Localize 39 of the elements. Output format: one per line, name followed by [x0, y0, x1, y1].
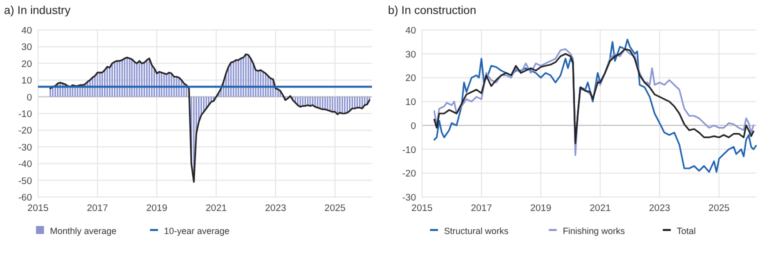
y-tick-label: 20: [405, 73, 416, 84]
x-tick-label: 2023: [265, 203, 286, 214]
legend-label: Finishing works: [562, 226, 626, 236]
chart-title: b) In construction: [388, 5, 476, 17]
x-tick-label: 2015: [411, 203, 433, 214]
y-tick-label: -20: [402, 168, 416, 180]
x-tick-label: 2017: [470, 203, 492, 214]
y-tick-label: -10: [402, 144, 416, 156]
y-tick-label: 0: [26, 92, 32, 104]
legend-label: Total: [676, 226, 696, 236]
y-tick-label: 40: [405, 26, 416, 36]
y-tick-label: -30: [402, 192, 416, 204]
y-tick-label: -40: [18, 159, 32, 170]
x-tick-label: 2021: [206, 203, 227, 214]
y-tick-label: 0: [410, 120, 416, 132]
y-tick-label: 30: [405, 49, 416, 60]
y-tick-label: -20: [18, 126, 32, 137]
x-tick-label: 2025: [324, 203, 346, 214]
x-tick-label: 2019: [530, 203, 552, 214]
x-tick-label: 2021: [590, 203, 611, 214]
x-tick-label: 2025: [708, 203, 730, 214]
x-tick-label: 2017: [86, 203, 108, 214]
x-tick-label: 2019: [146, 203, 168, 214]
x-tick-label: 2015: [27, 203, 49, 214]
y-tick-label: -60: [18, 192, 32, 204]
y-tick-label: -10: [18, 109, 32, 120]
chart-title: a) In industry: [4, 5, 71, 17]
y-tick-label: 40: [21, 26, 32, 36]
y-tick-label: -30: [18, 142, 32, 154]
y-tick-label: 10: [405, 97, 416, 108]
line-series: [49, 53, 370, 183]
legend-label: Structural works: [444, 226, 510, 236]
y-tick-label: 10: [21, 76, 32, 87]
y-tick-label: 30: [21, 42, 32, 54]
y-tick-label: 20: [21, 58, 32, 70]
y-tick-label: -50: [18, 176, 32, 187]
legend-label: 10-year average: [164, 226, 230, 236]
x-tick-label: 2023: [649, 203, 670, 214]
legend-label: Monthly average: [50, 226, 117, 236]
